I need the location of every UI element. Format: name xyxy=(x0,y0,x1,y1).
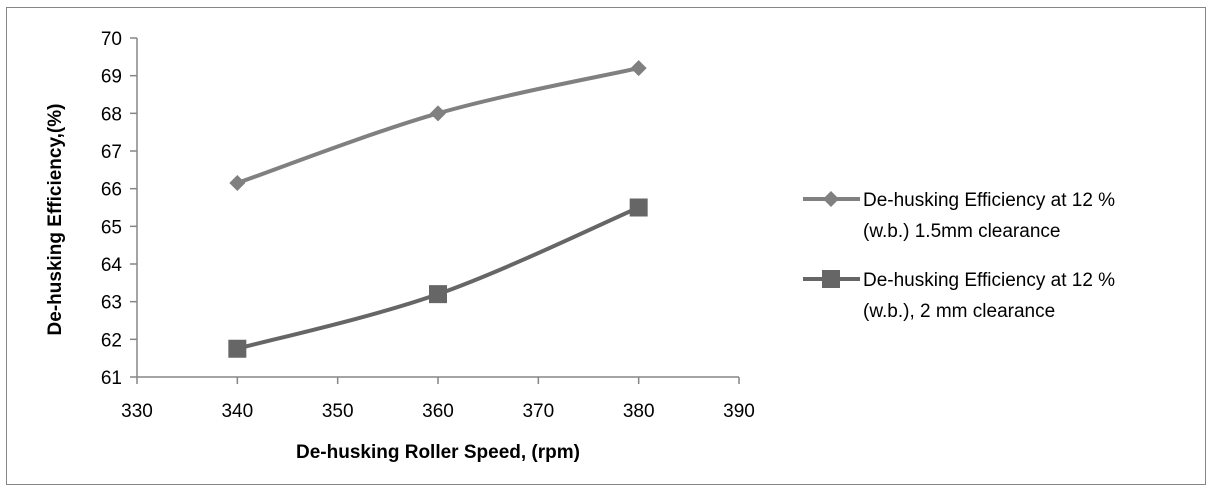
legend-marker-diamond xyxy=(823,191,839,207)
legend-marker-square xyxy=(822,270,840,288)
series-1 xyxy=(229,60,647,192)
x-tick-label: 330 xyxy=(121,401,153,422)
x-axis-title: De-husking Roller Speed, (rpm) xyxy=(296,442,580,463)
data-point-diamond xyxy=(430,105,446,122)
y-tick-label: 65 xyxy=(101,217,122,238)
data-point-diamond xyxy=(229,175,246,192)
y-tick-label: 69 xyxy=(101,67,122,88)
y-tick-label: 70 xyxy=(101,29,122,50)
series-line xyxy=(236,66,640,185)
x-tick-label: 370 xyxy=(522,401,554,422)
y-axis-title: De-husking Efficiency,(%) xyxy=(45,104,66,336)
legend-label: De-husking Efficiency at 12 % xyxy=(863,190,1115,211)
axes xyxy=(136,38,739,378)
x-tick-label: 350 xyxy=(322,401,354,422)
x-tick-label: 360 xyxy=(422,401,454,422)
y-tick-label: 67 xyxy=(101,142,122,163)
series-layer xyxy=(228,60,648,358)
y-tick-label: 61 xyxy=(101,368,122,389)
series-2 xyxy=(228,198,648,358)
x-tick-label: 380 xyxy=(623,401,655,422)
legend: De-husking Efficiency at 12 % (w.b.) 1.5m… xyxy=(803,190,1115,322)
y-axis-ticks: 61 62 63 64 65 66 67 68 69 70 xyxy=(101,29,137,389)
data-point-diamond xyxy=(630,60,647,77)
legend-item-1: De-husking Efficiency at 12 % (w.b.) 1.5m… xyxy=(803,190,1115,242)
legend-label: (w.b.), 2 mm clearance xyxy=(863,301,1055,322)
data-point-square xyxy=(429,285,447,304)
legend-label: De-husking Efficiency at 12 % xyxy=(863,270,1115,291)
y-tick-label: 62 xyxy=(101,330,122,351)
chart-frame xyxy=(6,7,1206,485)
data-point-square xyxy=(629,198,648,217)
y-tick-label: 66 xyxy=(101,180,122,201)
y-tick-label: 68 xyxy=(101,104,122,125)
data-point-square xyxy=(228,339,247,358)
y-tick-label: 63 xyxy=(101,293,122,314)
legend-label: (w.b.) 1.5mm clearance xyxy=(863,221,1060,242)
x-tick-label: 390 xyxy=(723,401,755,422)
y-tick-label: 64 xyxy=(101,255,123,276)
x-axis-ticks: 330 340 350 360 370 380 390 xyxy=(121,377,755,422)
series-line xyxy=(236,205,640,351)
x-tick-label: 340 xyxy=(221,401,253,422)
legend-item-2: De-husking Efficiency at 12 % (w.b.), 2 m… xyxy=(803,270,1115,322)
